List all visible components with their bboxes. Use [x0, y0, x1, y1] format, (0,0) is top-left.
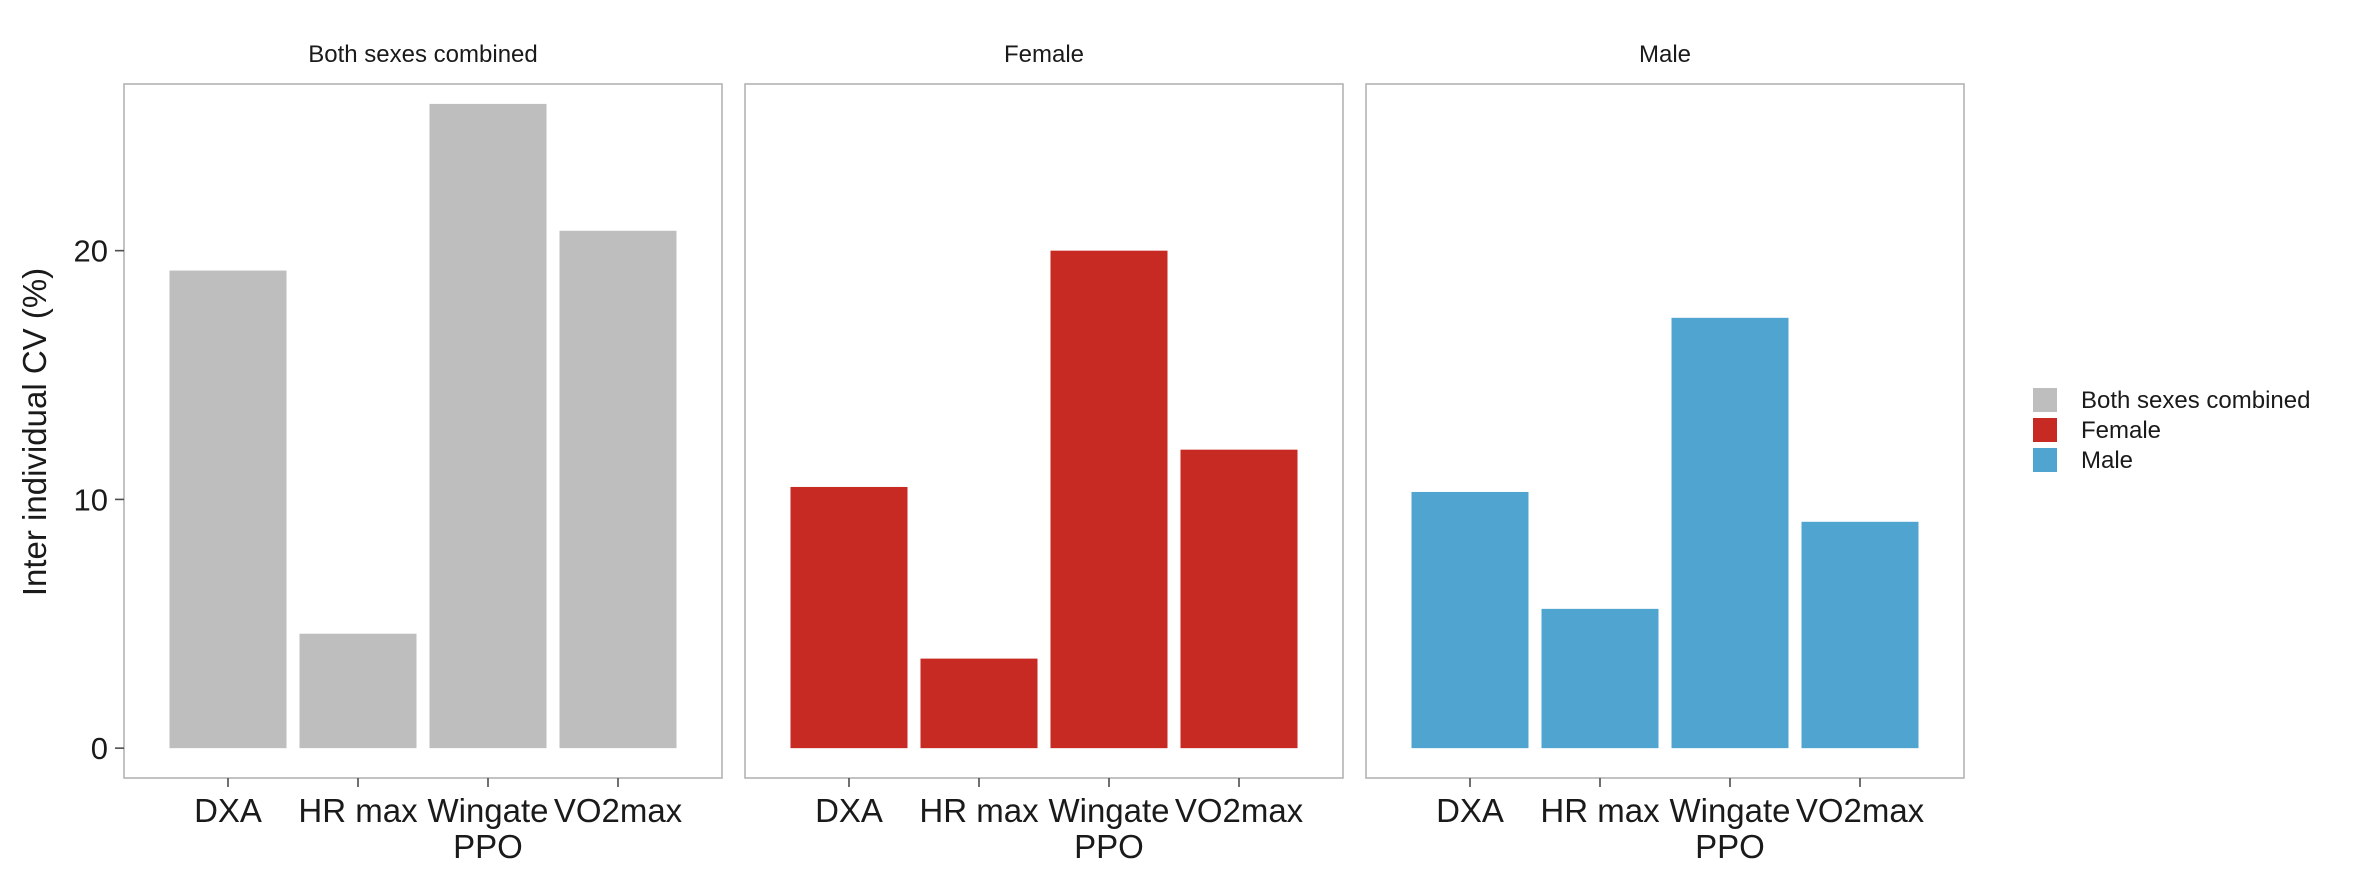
legend-swatch	[2033, 388, 2057, 412]
legend-label: Male	[2081, 447, 2133, 474]
bar	[790, 486, 908, 749]
bar	[299, 633, 417, 749]
x-tick-label: Wingate PPO	[427, 792, 548, 865]
legend: Both sexes combined Female Male	[2033, 387, 2310, 474]
y-tick-label: 20	[74, 234, 108, 269]
x-tick-label: VO2max	[554, 792, 683, 829]
panel-title: Both sexes combined	[308, 41, 537, 68]
x-tick-label: DXA	[1436, 792, 1504, 829]
bar	[169, 270, 287, 749]
legend-label: Both sexes combined	[2081, 387, 2310, 414]
x-tick-label: HR max	[1540, 792, 1660, 829]
bar	[1671, 317, 1789, 749]
legend-label: Female	[2081, 417, 2161, 444]
x-tick-label: DXA	[815, 792, 883, 829]
bar	[1801, 521, 1919, 749]
x-tick-label: HR max	[298, 792, 418, 829]
x-tick-label: VO2max	[1175, 792, 1304, 829]
x-tick-label: DXA	[194, 792, 262, 829]
y-tick-label: 0	[91, 731, 108, 766]
y-axis-title: Inter individual CV (%)	[16, 268, 53, 596]
bar	[1541, 608, 1659, 749]
panel-border	[744, 83, 1344, 779]
bar	[920, 658, 1038, 749]
panel-border	[123, 83, 723, 779]
x-tick-label: Wingate PPO	[1048, 792, 1169, 865]
panel-0: Both sexes combined DXA HR max Wingate PPOVO…	[74, 41, 723, 865]
x-tick-label: VO2max	[1796, 792, 1925, 829]
panel-title: Male	[1639, 41, 1691, 68]
bar	[559, 230, 677, 749]
bar	[429, 103, 547, 749]
panel-title: Female	[1004, 41, 1084, 68]
bar	[1180, 449, 1298, 749]
y-tick-label: 10	[74, 482, 108, 517]
bar	[1411, 491, 1529, 749]
x-tick-label: HR max	[919, 792, 1039, 829]
legend-swatch	[2033, 418, 2057, 442]
panel-border	[1365, 83, 1965, 779]
bar	[1050, 250, 1168, 749]
x-tick-label: Wingate PPO	[1669, 792, 1790, 865]
legend-swatch	[2033, 448, 2057, 472]
